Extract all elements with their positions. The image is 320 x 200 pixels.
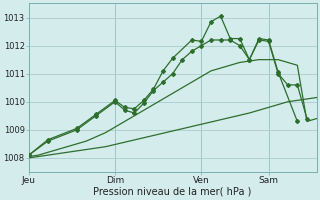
X-axis label: Pression niveau de la mer( hPa ): Pression niveau de la mer( hPa ) — [93, 187, 252, 197]
